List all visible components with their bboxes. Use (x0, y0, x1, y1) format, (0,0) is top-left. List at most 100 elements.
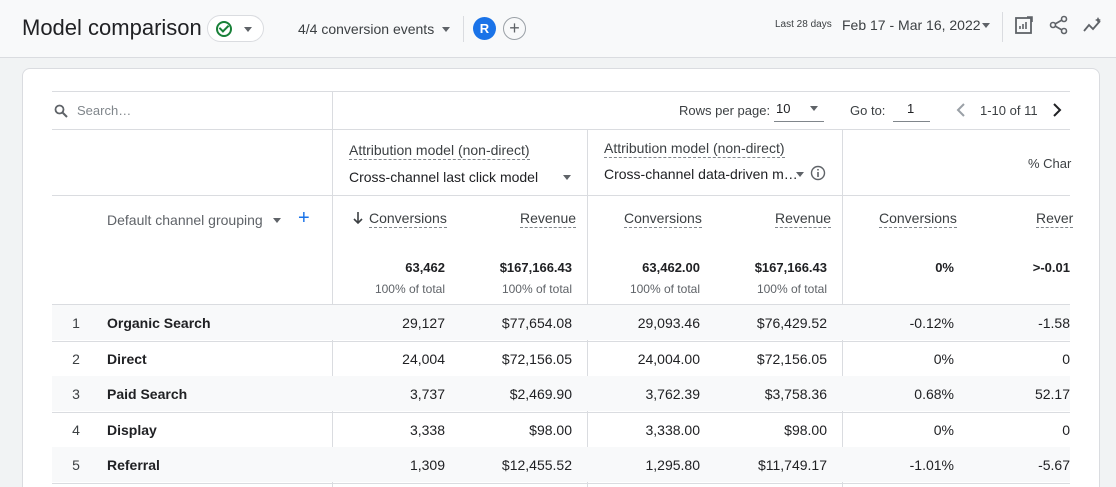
table-row[interactable] (52, 447, 1070, 482)
table-cell-conv2: 24,004.00 (637, 350, 700, 367)
divider (52, 304, 1070, 305)
col-conversions-3[interactable]: Conversions (879, 210, 957, 228)
chevron-down-icon[interactable] (563, 175, 571, 180)
select-underline (774, 121, 824, 122)
model-label-2: Attribution model (non-direct) (604, 140, 785, 158)
divider (52, 195, 1070, 196)
chevron-down-icon[interactable] (273, 218, 281, 223)
col-revenue-2[interactable]: Revenue (775, 210, 832, 228)
table-cell-conv3: 0% (933, 421, 954, 438)
col-conversions-1[interactable]: Conversions (369, 210, 447, 228)
rows-per-page-select[interactable]: 10 (776, 101, 791, 116)
chevron-down-icon[interactable] (796, 172, 804, 177)
chevron-left-icon[interactable] (955, 102, 967, 118)
total-conversions-3: 0% (935, 260, 954, 275)
divider (52, 129, 1070, 130)
dimension-header[interactable]: Default channel grouping (107, 212, 263, 228)
table-cell-conv1: 29,127 (402, 315, 445, 331)
table-cell-conv1: 24,004 (402, 350, 445, 367)
table-cell-rev3: 0 (1062, 421, 1070, 438)
total-pct: 100% of total (501, 282, 572, 296)
chevron-right-icon[interactable] (1051, 102, 1063, 118)
comparison-card (22, 68, 1100, 487)
check-circle-icon (216, 21, 232, 37)
table-cell-conv1: 1,309 (409, 457, 445, 473)
table-cell-conv3: -0.12% (909, 315, 954, 331)
divider (332, 91, 333, 487)
chevron-down-icon[interactable] (810, 106, 818, 111)
row-divider (52, 411, 1070, 413)
table-cell-conv2: 29,093.46 (637, 315, 700, 331)
table-cell-rev1: $77,654.08 (501, 315, 572, 331)
page-title: Model comparison (22, 15, 202, 40)
chevron-down-icon[interactable] (442, 27, 450, 32)
total-revenue-1: $167,166.43 (499, 260, 572, 275)
table-cell-channel[interactable]: Paid Search (107, 386, 188, 402)
chevron-down-icon (244, 27, 252, 32)
table-cell-num: 4 (72, 421, 80, 438)
search-icon (54, 104, 68, 118)
sort-desc-icon[interactable] (352, 211, 364, 225)
model-select-1[interactable]: Cross-channel last click model (349, 169, 539, 185)
search-input[interactable]: Search… (77, 103, 132, 118)
table-cell-conv2: 1,295.80 (645, 457, 701, 473)
col-conversions-2[interactable]: Conversions (624, 210, 702, 228)
table-cell-num: 3 (72, 386, 80, 402)
pagination-range: 1-10 of 11 (980, 103, 1038, 118)
table-cell-channel[interactable]: Display (107, 421, 157, 438)
table-cell-rev2: $98.00 (784, 421, 827, 438)
table-cell-conv2: 3,762.39 (645, 386, 701, 402)
total-conversions-2: 63,462.00 (642, 260, 700, 275)
table-cell-rev1: $98.00 (529, 421, 572, 438)
table-row[interactable] (52, 376, 1070, 411)
share-icon[interactable] (1048, 14, 1070, 36)
table-cell-num: 5 (72, 457, 80, 473)
table-cell-rev3: 52.17 (1034, 386, 1070, 402)
table-row[interactable] (52, 305, 1070, 340)
insights-icon[interactable] (1082, 14, 1104, 36)
col-revenue-3[interactable]: Rever (1036, 210, 1074, 228)
table-cell-rev1: $12,455.52 (501, 457, 572, 473)
table-cell-conv3: -1.01% (909, 457, 954, 473)
table-cell-rev1: $2,469.90 (509, 386, 572, 402)
col-revenue-1[interactable]: Revenue (520, 210, 577, 228)
info-icon[interactable] (810, 165, 826, 181)
divider (52, 91, 1070, 92)
model-select-2[interactable]: Cross-channel data-driven m… (604, 166, 798, 182)
customize-report-icon[interactable] (1013, 14, 1035, 36)
pct-change-header: % Char (1028, 156, 1072, 171)
table-cell-num: 2 (72, 350, 80, 367)
row-divider (52, 340, 1070, 342)
page-header: Model comparison 4/4 conversion events R… (0, 0, 1116, 58)
add-comparison-button[interactable]: + (503, 17, 526, 40)
table-cell-conv3: 0% (933, 350, 954, 367)
table-cell-channel[interactable]: Direct (107, 350, 147, 367)
row-divider (52, 482, 1070, 484)
avatar[interactable]: R (473, 17, 496, 40)
goto-label: Go to: (850, 103, 886, 118)
divider (1002, 12, 1003, 42)
table-cell-rev2: $11,749.17 (757, 457, 827, 473)
table-cell-channel[interactable]: Organic Search (107, 315, 211, 331)
model-label-1: Attribution model (non-direct) (349, 142, 530, 160)
total-pct: 100% of total (374, 282, 445, 296)
status-dropdown[interactable] (207, 15, 264, 42)
total-revenue-3: >-0.01 (1032, 260, 1070, 275)
total-revenue-2: $167,166.43 (754, 260, 827, 275)
table-cell-conv3: 0.68% (914, 386, 954, 402)
divider (463, 16, 464, 42)
rows-per-page-label: Rows per page: (679, 103, 771, 118)
add-dimension-icon[interactable]: + (298, 207, 310, 229)
total-conversions-1: 63,462 (405, 260, 445, 275)
table-cell-num: 1 (72, 315, 80, 331)
table-cell-conv1: 3,737 (409, 386, 445, 402)
table-cell-rev2: $72,156.05 (756, 350, 827, 367)
date-range-picker[interactable]: Feb 17 - Mar 16, 2022 (842, 17, 981, 33)
goto-input[interactable]: 1 (907, 101, 915, 116)
table-cell-rev1: $72,156.05 (501, 350, 572, 367)
conversion-events-dropdown[interactable]: 4/4 conversion events (298, 21, 435, 37)
table-cell-rev2: $3,758.36 (764, 386, 827, 402)
chevron-down-icon[interactable] (982, 23, 990, 28)
input-underline (893, 121, 930, 122)
table-cell-channel[interactable]: Referral (107, 457, 160, 473)
